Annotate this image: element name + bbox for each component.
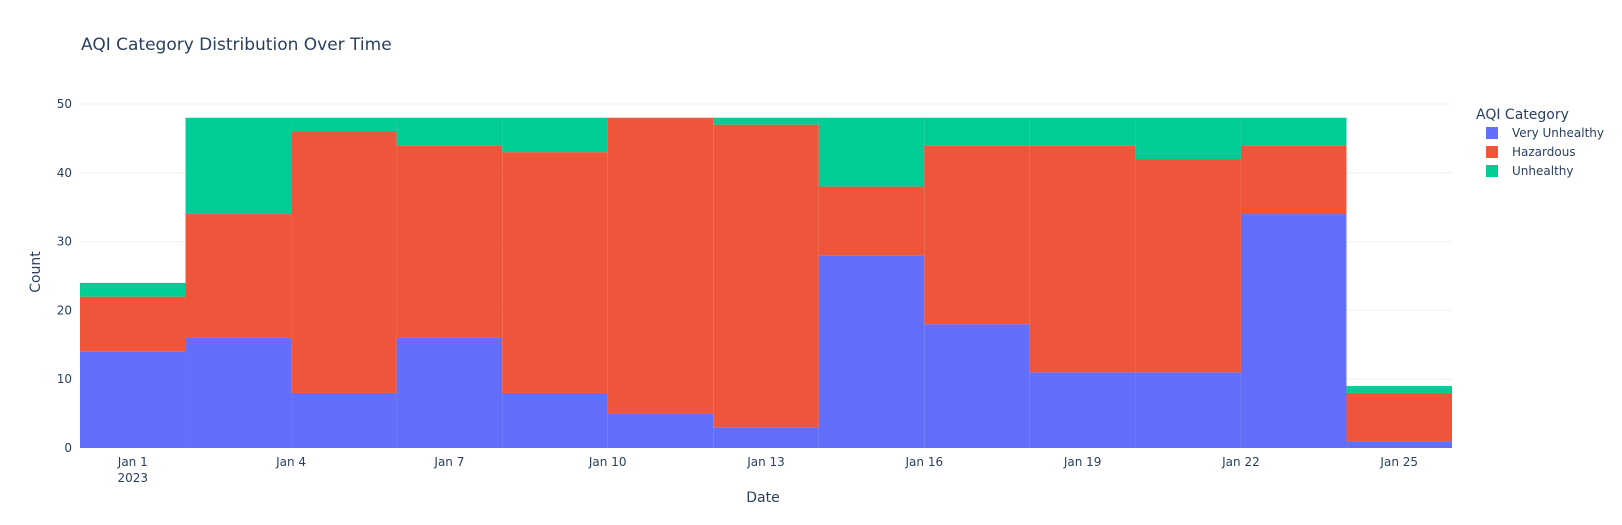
- bar-segment: [1135, 372, 1241, 448]
- legend-title: AQI Category: [1476, 107, 1569, 123]
- bar-segment: [396, 145, 503, 338]
- legend-label: Unhealthy: [1512, 164, 1573, 178]
- bar-segment: [502, 152, 608, 393]
- y-tick-label: 40: [57, 166, 72, 180]
- bar-segment: [291, 117, 397, 132]
- bar-segment: [1346, 441, 1452, 448]
- legend-label: Hazardous: [1512, 145, 1576, 159]
- bar-segment: [1135, 159, 1241, 373]
- bar-segment: [396, 337, 503, 448]
- bar-segment: [713, 117, 819, 125]
- x-tick-sublabel: 2023: [117, 471, 148, 485]
- x-axis-ticks: Jan 1 2023 Jan 4 Jan 7 Jan 10 Jan 13 Jan 16 Jan…: [117, 455, 1418, 485]
- bar-segment: [924, 145, 1030, 325]
- bar-segment: [713, 427, 819, 448]
- bar-segment: [713, 124, 819, 428]
- bar-segment: [1240, 117, 1347, 146]
- legend-swatch: [1486, 127, 1498, 139]
- bar-segment: [924, 117, 1030, 146]
- bar-segment: [818, 117, 925, 187]
- x-tick-label: Jan 25: [1379, 455, 1418, 469]
- bar-segment: [607, 117, 714, 414]
- bar-segment: [502, 117, 608, 153]
- legend-label: Very Unhealthy: [1512, 126, 1604, 140]
- x-tick-label: Jan 16: [905, 455, 944, 469]
- bar-segment: [291, 131, 397, 393]
- bar-segment: [185, 117, 292, 215]
- bar-segment: [818, 186, 925, 256]
- bar-segment: [1346, 392, 1452, 442]
- y-tick-label: 50: [57, 97, 72, 111]
- bar-segment: [502, 392, 608, 448]
- y-tick-label: 30: [57, 235, 72, 249]
- bar-segment: [1240, 214, 1347, 448]
- x-tick-label: Jan 1: [117, 455, 148, 469]
- bar-segment: [1240, 145, 1347, 215]
- y-tick-label: 20: [57, 303, 72, 317]
- bar-segment: [80, 296, 186, 352]
- bar-segment: [80, 282, 186, 297]
- bar-segment: [185, 337, 292, 448]
- chart-title: AQI Category Distribution Over Time: [81, 35, 392, 55]
- legend-swatch: [1486, 165, 1498, 177]
- x-tick-label: Jan 19: [1063, 455, 1102, 469]
- y-tick-label: 0: [64, 441, 72, 455]
- x-tick-label: Jan 4: [275, 455, 306, 469]
- bar-segment: [924, 324, 1030, 448]
- x-tick-label: Jan 7: [433, 455, 464, 469]
- bar-segment: [1029, 372, 1136, 448]
- legend: AQI Category Very Unhealthy Hazardous Unhe…: [1476, 107, 1604, 178]
- bar-segment: [818, 255, 925, 448]
- x-tick-label: Jan 22: [1221, 455, 1260, 469]
- y-tick-label: 10: [57, 372, 72, 386]
- bar-segment: [1346, 386, 1452, 393]
- legend-swatch: [1486, 146, 1498, 158]
- bar-segment: [1029, 117, 1136, 146]
- y-axis-title: Count: [28, 251, 44, 293]
- y-axis-ticks: 0 10 20 30 40 50: [57, 97, 72, 455]
- bar-segment: [291, 392, 397, 448]
- bars: [80, 117, 1452, 448]
- bar-segment: [1135, 117, 1241, 160]
- bar-segment: [396, 117, 503, 146]
- x-tick-label: Jan 10: [588, 455, 627, 469]
- x-tick-label: Jan 13: [746, 455, 785, 469]
- x-axis-title: Date: [746, 490, 779, 506]
- bar-segment: [607, 413, 714, 448]
- bar-segment: [1029, 145, 1136, 373]
- bar-segment: [185, 214, 292, 338]
- bar-segment: [80, 351, 186, 448]
